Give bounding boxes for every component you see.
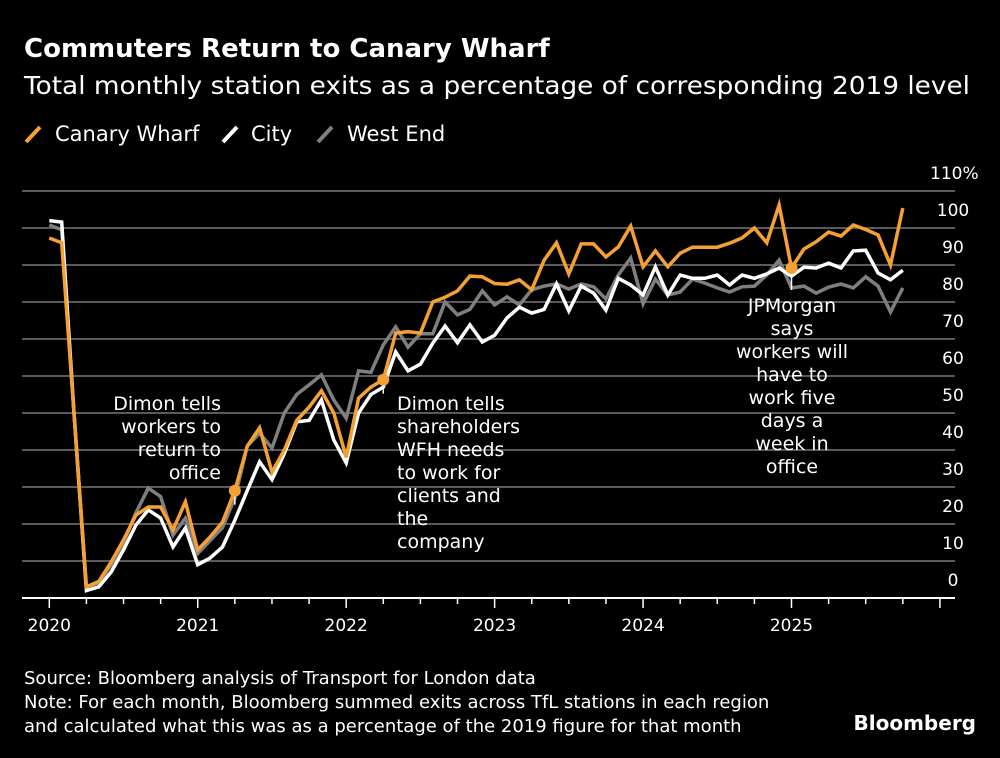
- y-tick-label: 70: [942, 312, 964, 332]
- annotation-text: to work for: [397, 462, 500, 484]
- legend-label-city: City: [251, 122, 292, 146]
- annotation-text: says: [771, 318, 814, 340]
- x-tick-label: 2022: [325, 616, 368, 636]
- source-note: Source: Bloomberg analysis of Transport …: [24, 668, 536, 689]
- x-tick-label: 2020: [28, 616, 71, 636]
- x-tick-label: 2024: [621, 616, 664, 636]
- annotation-text: workers will: [736, 341, 848, 363]
- series-line-city: [49, 218, 904, 593]
- y-tick-label: 30: [942, 460, 964, 480]
- series-line-canary-wharf: [48, 198, 905, 590]
- annotation-text: the: [397, 508, 428, 530]
- legend: Canary Wharf City West End: [24, 122, 445, 146]
- y-tick-label: 80: [942, 275, 964, 295]
- annotation-text: shareholders: [397, 416, 520, 438]
- x-tick-label: 2025: [770, 616, 813, 636]
- annotation-text: workers to: [121, 416, 221, 438]
- annotation-text: office: [766, 456, 818, 478]
- y-tick-label: 110%: [930, 164, 979, 184]
- annotation-text: clients and: [397, 485, 501, 507]
- note-line-2: and calculated what this was as a percen…: [24, 716, 742, 737]
- annotation-text: company: [397, 531, 485, 553]
- y-tick-label: 10: [942, 534, 964, 554]
- annotation-text: JPMorgan: [747, 295, 836, 317]
- legend-swatch-canary-wharf: [24, 125, 42, 144]
- legend-swatch-west-end: [316, 125, 334, 144]
- x-tick-label: 2021: [176, 616, 219, 636]
- chart-title: Commuters Return to Canary Wharf: [24, 34, 550, 64]
- annotation-marker: [785, 261, 798, 274]
- legend-label-canary-wharf: Canary Wharf: [55, 122, 200, 146]
- annotation-text: office: [169, 462, 221, 484]
- series-line-west-end: [48, 223, 905, 590]
- x-tick-label: 2023: [473, 616, 516, 636]
- y-tick-label: 20: [942, 497, 964, 517]
- annotation-text: return to: [138, 439, 221, 461]
- annotation-text: week in: [755, 433, 828, 455]
- y-tick-label: 50: [942, 386, 964, 406]
- annotation-text: days a: [761, 410, 824, 432]
- annotation-text: work five: [749, 387, 836, 409]
- note-line-1: Note: For each month, Bloomberg summed e…: [24, 692, 769, 713]
- y-tick-label: 90: [942, 238, 964, 258]
- y-tick-label: 40: [942, 423, 964, 443]
- legend-swatch-city: [221, 125, 239, 144]
- annotation-marker: [377, 373, 390, 386]
- series-lines: [48, 198, 905, 593]
- legend-label-west-end: West End: [347, 122, 445, 146]
- y-tick-label: 100: [937, 201, 969, 221]
- annotation-marker: [228, 484, 241, 497]
- y-tick-label: 60: [942, 349, 964, 369]
- chart-subtitle: Total monthly station exits as a percent…: [23, 71, 970, 100]
- annotation-text: Dimon tells: [113, 393, 221, 415]
- annotation-text: Dimon tells: [397, 393, 505, 415]
- bloomberg-logo: Bloomberg: [854, 711, 976, 735]
- y-axis: 0 10 20 30 40 50 60 70 80 90 100 110%: [930, 164, 979, 591]
- y-tick-label: 0: [948, 571, 959, 591]
- annotation-text: WFH needs: [397, 439, 504, 461]
- x-axis: 2020 2021 2022 2023 2024 2025: [22, 597, 955, 636]
- annotation-text: have to: [756, 364, 828, 386]
